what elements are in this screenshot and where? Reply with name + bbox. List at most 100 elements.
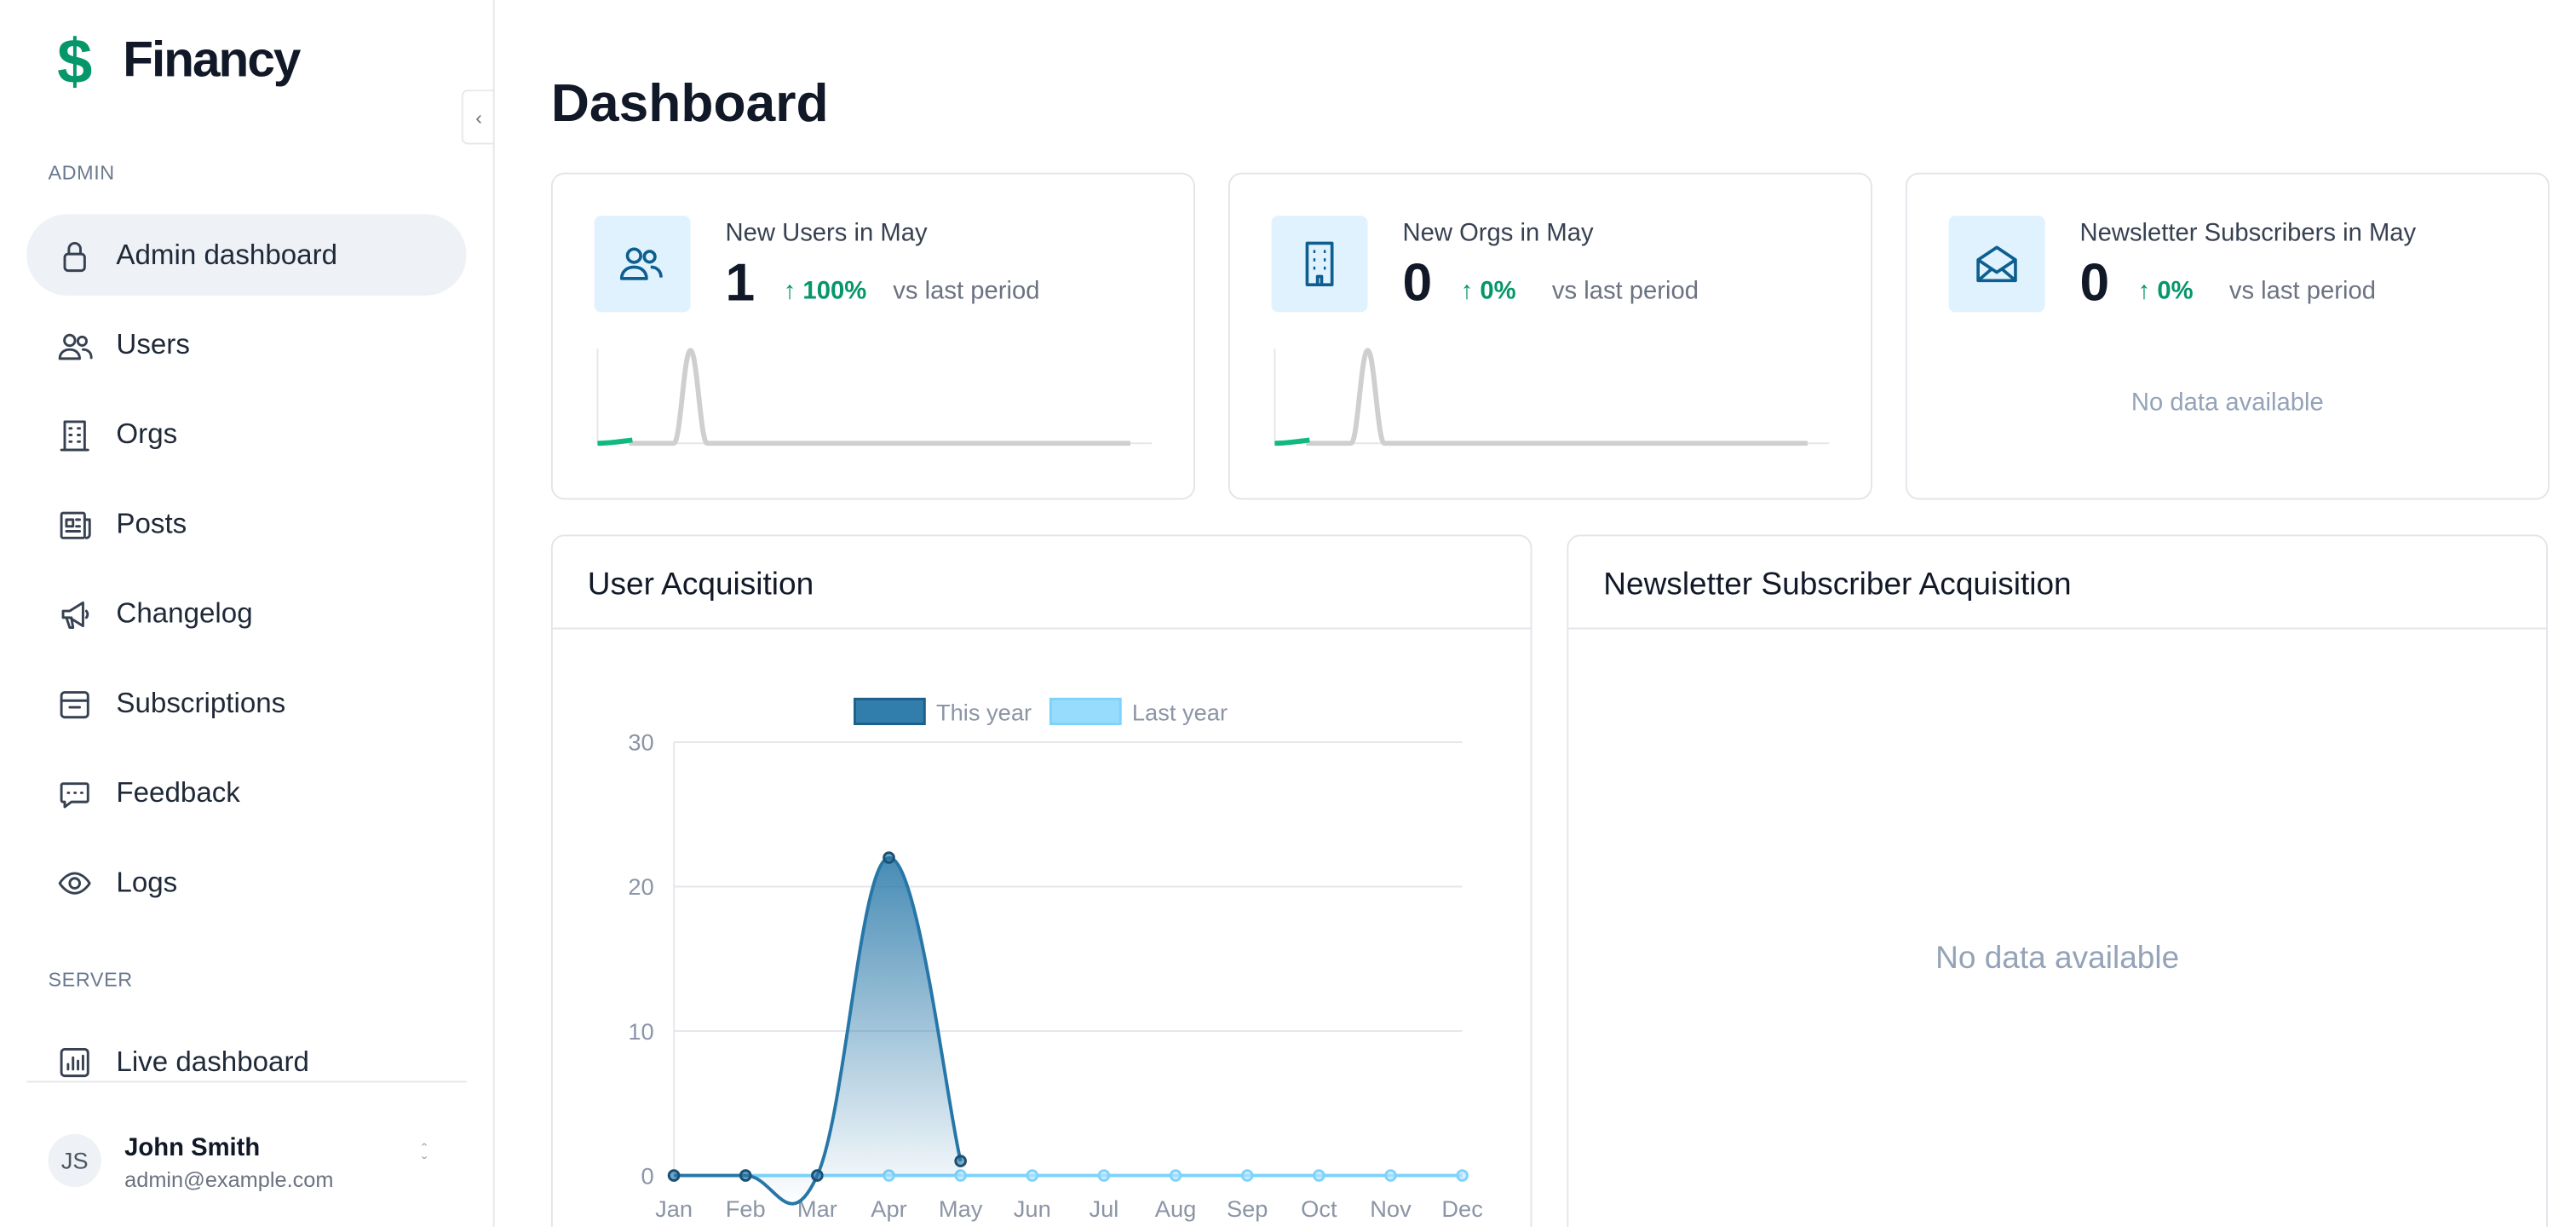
y-tick-label: 0 — [641, 1162, 654, 1189]
nav-item[interactable]: Feedback — [26, 752, 466, 833]
x-tick-label: Apr — [871, 1195, 906, 1222]
point — [1456, 1169, 1469, 1182]
x-tick-label: Aug — [1155, 1195, 1197, 1222]
nav-label: Changelog — [116, 596, 253, 629]
nav-label: Feedback — [116, 775, 240, 808]
stat-value: 1 — [725, 252, 756, 313]
divider — [1568, 627, 2546, 630]
empty-state: No data available — [1935, 941, 2180, 976]
point — [954, 1155, 967, 1167]
stat-icon — [1948, 216, 2045, 313]
panel-title: Newsletter Subscriber Acquisition — [1603, 567, 2072, 603]
nav-icon — [58, 332, 93, 360]
user-email: admin@example.com — [124, 1167, 334, 1193]
x-tick-label: Sep — [1227, 1195, 1268, 1222]
point — [811, 1169, 824, 1182]
sparkline — [596, 348, 1153, 446]
point — [1384, 1169, 1397, 1182]
panel: User Acquisition 0 10 20 30 Jan Feb Mar Apr May J… — [550, 534, 1532, 1227]
nav-icon — [63, 241, 86, 272]
nav-icon — [60, 510, 91, 539]
panel: Newsletter Subscriber Acquisition No dat… — [1567, 534, 2548, 1227]
nav-icon — [58, 871, 91, 894]
collapse-button[interactable]: ‹ — [461, 89, 495, 145]
stat-value: 0 — [1402, 252, 1433, 313]
sparkline-current — [1274, 437, 1310, 446]
stat-card: Newsletter Subscribers in May 0 ↑ 0% vs las… — [1905, 172, 2550, 500]
nav-item[interactable]: Subscriptions — [26, 662, 466, 743]
arrow-up: ↑ — [1460, 277, 1481, 306]
x-tick-label: Nov — [1370, 1195, 1412, 1222]
nav-icon — [60, 419, 89, 451]
y-tick-label: 20 — [628, 873, 653, 900]
stat-card: New Orgs in May 0 ↑ 0% vs last period — [1228, 172, 1872, 500]
panel-title: User Acquisition — [587, 567, 814, 603]
nav-label: Logs — [116, 866, 178, 898]
change-value: 0% — [2157, 277, 2194, 306]
svg-text:$: $ — [57, 33, 92, 93]
nav-label: Live dashboard — [116, 1045, 309, 1077]
legend-swatch — [1049, 697, 1122, 726]
nav-label: Users — [116, 327, 190, 360]
x-tick-label: Jan — [655, 1195, 693, 1222]
sparkline — [1274, 348, 1830, 446]
nav-item[interactable]: Logs — [26, 842, 466, 923]
sidebar: $ Financy ‹ ADMIN Admin dashboard Users Or… — [0, 0, 495, 1227]
divider — [26, 1080, 467, 1083]
x-tick-label: Jun — [1014, 1195, 1051, 1222]
stat-change: ↑ 0% — [2138, 277, 2194, 305]
stat-comparison: vs last period — [2228, 277, 2377, 306]
nav-item[interactable]: Orgs — [26, 394, 466, 475]
sparkline-previous — [1306, 348, 1808, 446]
user-name: John Smith — [124, 1133, 261, 1162]
x-tick-label: Jul — [1090, 1195, 1119, 1222]
change-value: 0% — [1480, 277, 1516, 306]
nav-item[interactable]: Users — [26, 304, 466, 385]
nav-item[interactable]: Posts — [26, 483, 466, 564]
stat-value: 0 — [2079, 252, 2110, 313]
chart: 0 10 20 30 Jan Feb Mar Apr May Jun Jul Aug Sep Oct Nov… — [628, 697, 1483, 1222]
x-tick-label: Feb — [726, 1195, 766, 1222]
stat-label: New Orgs in May — [1402, 219, 1594, 248]
point — [1169, 1169, 1182, 1182]
y-tick-label: 10 — [628, 1018, 653, 1045]
sparkline-current — [597, 437, 633, 446]
point — [883, 851, 895, 864]
stat-comparison: vs last period — [893, 277, 1040, 306]
stat-icon — [1271, 216, 1368, 313]
nav-item[interactable]: Live dashboard — [26, 1021, 466, 1102]
change-value: 100% — [802, 277, 867, 306]
x-tick-label: Dec — [1441, 1195, 1482, 1222]
sparkline-previous — [629, 348, 1130, 446]
stat-card: New Users in May 1 ↑ 100% vs last period — [550, 172, 1195, 500]
nav-item[interactable]: Changelog — [26, 573, 466, 654]
stat-label: Newsletter Subscribers in May — [2079, 219, 2417, 248]
point — [1240, 1169, 1254, 1182]
stat-change: ↑ 100% — [784, 277, 867, 305]
nav-icon — [60, 690, 89, 718]
icon — [1305, 241, 1334, 286]
nav-item[interactable]: Admin dashboard — [26, 214, 467, 296]
empty-state: No data available — [2130, 388, 2324, 418]
x-tick-label: Mar — [797, 1195, 837, 1222]
nav-label: Admin dashboard — [116, 238, 338, 270]
stat-change: ↑ 0% — [1461, 277, 1516, 305]
stat-label: New Users in May — [725, 219, 928, 248]
x-tick-label: May — [939, 1195, 983, 1222]
avatar: JS — [48, 1133, 101, 1188]
page-title: Dashboard — [550, 72, 829, 133]
brand: Financy — [123, 32, 301, 89]
stat-comparison: vs last period — [1551, 277, 1699, 306]
nav-icon — [61, 600, 89, 629]
arrow-up: ↑ — [2137, 277, 2158, 306]
nav-label: Subscriptions — [116, 686, 286, 718]
icon — [1976, 245, 2017, 283]
section-label: SERVER — [48, 967, 133, 992]
nav-label: Orgs — [116, 418, 178, 450]
legend-label: Last year — [1132, 700, 1228, 726]
area — [674, 857, 961, 1204]
divider — [552, 627, 1531, 630]
